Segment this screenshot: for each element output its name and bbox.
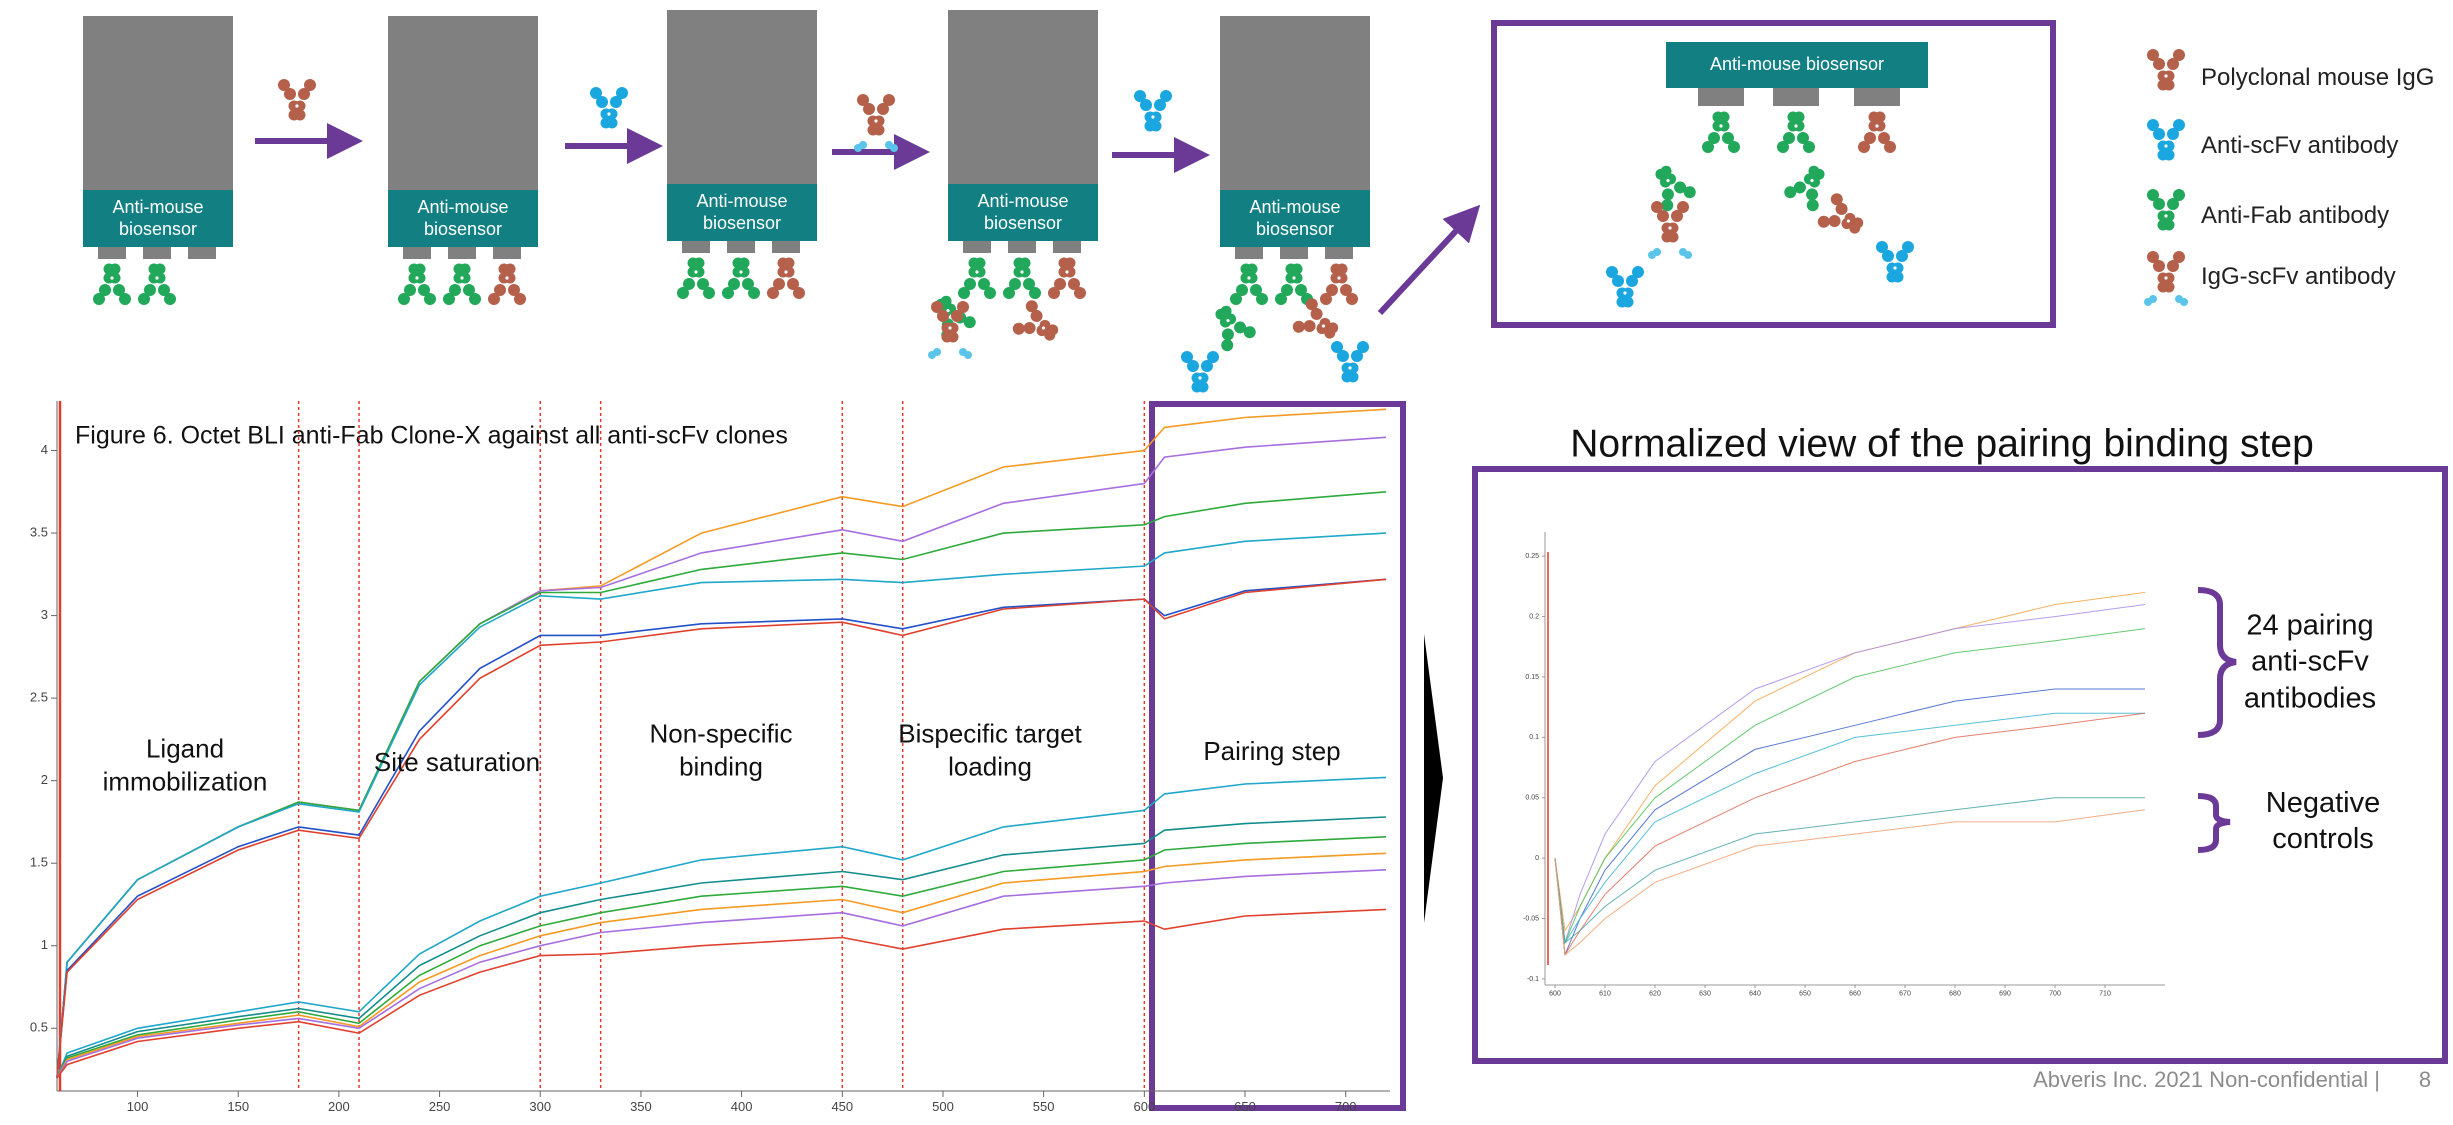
y-tick-label: -0.05 — [1523, 915, 1539, 922]
x-tick-label: 250 — [429, 1099, 451, 1114]
y-tick-label: 2 — [41, 772, 48, 787]
x-tick-label: 150 — [227, 1099, 249, 1114]
x-tick-label: 680 — [1949, 990, 1961, 997]
series-line — [1554, 712, 2145, 945]
legend-label: Anti-Fab antibody — [2201, 202, 2390, 229]
braces — [2197, 587, 2237, 853]
x-tick-label: 650 — [1234, 1099, 1256, 1114]
legend-label: Anti-scFv antibody — [2201, 132, 2399, 159]
sensor-label: Anti-mouse biosensor — [977, 191, 1069, 233]
series-line — [1554, 628, 2146, 945]
bracket-label: 24 pairing anti-scFv antibodies — [2243, 609, 2377, 715]
y-tick-label: 3.5 — [30, 524, 48, 539]
series-line — [56, 852, 1387, 1079]
zoom-label: Anti-mouse biosensor — [1709, 54, 1885, 74]
x-tick-label: 700 — [1335, 1099, 1357, 1114]
antibodies — [93, 257, 1369, 393]
x-tick-label: 200 — [328, 1099, 350, 1114]
y-tick-label: 0.1 — [1529, 734, 1539, 741]
step-label: Bispecific target loading — [898, 718, 1082, 782]
series-line — [1554, 591, 2146, 933]
series-line — [56, 776, 1387, 1079]
sensor-label: Anti-mouse biosensor — [417, 197, 509, 239]
x-tick-label: 670 — [1899, 990, 1911, 997]
sensor — [948, 10, 1098, 253]
x-tick-label: 650 — [1799, 990, 1811, 997]
bracket-label: Negative controls — [2265, 786, 2381, 855]
x-tick-label: 630 — [1699, 990, 1711, 997]
plots: 0.5 1 1.5 2 2.5 3 3.5 4 100 150 200 250 300 350 400 450… — [30, 401, 2165, 1114]
sensor — [388, 16, 538, 259]
y-tick-label: 3 — [41, 607, 48, 622]
legend-icons — [2144, 49, 2188, 306]
series-line — [1554, 797, 2145, 944]
step-arrows — [255, 123, 1481, 316]
y-tick-label: 0.25 — [1525, 553, 1539, 560]
x-tick-label: 400 — [731, 1099, 753, 1114]
sensor-label: Anti-mouse biosensor — [696, 191, 788, 233]
y-tick-label: 1.5 — [30, 855, 48, 870]
footer-text: Abveris Inc. 2021 Non-confidential | — [2033, 1067, 2380, 1092]
zoom-arrow — [1424, 634, 1443, 923]
y-tick-label: -0.1 — [1527, 976, 1539, 983]
series-line — [1554, 712, 2146, 957]
y-tick-label: 4 — [41, 442, 48, 457]
sensor — [1220, 16, 1370, 259]
x-tick-label: 450 — [831, 1099, 853, 1114]
zoom-box — [1491, 20, 2056, 328]
series-line — [56, 816, 1387, 1079]
y-tick-label: 1 — [41, 937, 48, 952]
x-tick-label: 500 — [932, 1099, 954, 1114]
pairing-highlight — [1149, 401, 1406, 1111]
x-tick-label: 100 — [127, 1099, 149, 1114]
x-tick-label: 300 — [529, 1099, 551, 1114]
sensor-label: Anti-mouse biosensor — [112, 197, 204, 239]
sensor — [667, 10, 817, 253]
chart-title: Normalized view of the pairing binding s… — [1570, 422, 2314, 465]
y-tick-label: 0 — [1535, 855, 1539, 862]
sensors — [83, 10, 1370, 259]
series-line — [56, 532, 1387, 1078]
x-tick-label: 660 — [1849, 990, 1861, 997]
series-line — [1554, 604, 2146, 943]
series-line — [56, 578, 1387, 1078]
normalized-frame — [1472, 466, 2448, 1064]
x-tick-label: 690 — [1999, 990, 2011, 997]
legend-label: Polyclonal mouse IgG — [2201, 64, 2435, 91]
x-tick-label: 350 — [630, 1099, 652, 1114]
series-line — [56, 908, 1387, 1079]
x-tick-label: 710 — [2099, 990, 2111, 997]
y-tick-label: 0.2 — [1529, 613, 1539, 620]
x-tick-label: 600 — [1133, 1099, 1155, 1114]
step-label: Site saturation — [373, 746, 541, 777]
x-tick-label: 620 — [1649, 990, 1661, 997]
y-tick-label: 0.5 — [30, 1020, 48, 1035]
page-number: 8 — [2419, 1067, 2431, 1092]
sensor — [83, 16, 233, 259]
y-tick-label: 0.05 — [1525, 795, 1539, 802]
y-tick-label: 0.15 — [1525, 674, 1539, 681]
legend-label: IgG-scFv antibody — [2201, 263, 2396, 290]
y-tick-label: 2.5 — [30, 690, 48, 705]
x-tick-label: 640 — [1749, 990, 1761, 997]
series-line — [1554, 809, 2146, 956]
series-line — [56, 836, 1387, 1079]
chart-title: Figure 6. Octet BLI anti-Fab Clone-X aga… — [75, 422, 788, 450]
series-line — [56, 869, 1387, 1079]
x-tick-label: 550 — [1033, 1099, 1055, 1114]
x-tick-label: 700 — [2049, 990, 2061, 997]
sensor-label: Anti-mouse biosensor — [1249, 197, 1341, 239]
step-label: Pairing step — [1203, 735, 1341, 766]
x-tick-label: 600 — [1549, 990, 1561, 997]
x-tick-label: 610 — [1599, 990, 1611, 997]
step-label: Non-specific binding — [649, 718, 793, 782]
step-label: Ligand immobilization — [102, 733, 268, 797]
